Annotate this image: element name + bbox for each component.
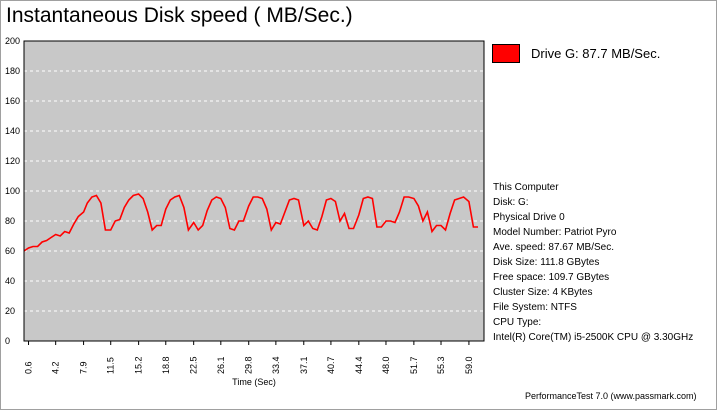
y-tick-label: 80 <box>5 216 15 226</box>
y-tick-label: 180 <box>5 66 20 76</box>
info-line: Ave. speed: 87.67 MB/Sec. <box>493 242 615 253</box>
y-tick-label: 120 <box>5 156 20 166</box>
info-line: File System: NTFS <box>493 302 577 313</box>
x-tick-label: 15.2 <box>134 356 144 374</box>
plot-border <box>23 40 485 342</box>
x-tick-label: 55.3 <box>436 356 446 374</box>
info-line: Disk Size: 111.8 GBytes <box>493 257 600 268</box>
y-tick-label: 20 <box>5 306 15 316</box>
x-tick-label: 18.8 <box>161 356 171 374</box>
info-line: Model Number: Patriot Pyro <box>493 227 617 238</box>
y-tick-label: 40 <box>5 276 15 286</box>
info-line: Cluster Size: 4 KBytes <box>493 287 593 298</box>
y-tick-label: 100 <box>5 186 20 196</box>
x-tick-label: 59.0 <box>464 356 474 374</box>
x-axis-ticks: 0.6 4.2 7.9 11.5 15.2 18.8 22.5 26.1 29.8 33.4 37.… <box>24 341 474 374</box>
y-tick-label: 0 <box>5 336 10 346</box>
chart-title: Instantaneous Disk speed ( MB/Sec.) <box>6 4 353 27</box>
info-line: Physical Drive 0 <box>493 212 565 223</box>
y-tick-label: 140 <box>5 126 20 136</box>
info-line: Intel(R) Core(TM) i5-2500K CPU @ 3.30GHz <box>493 332 694 343</box>
x-tick-label: 44.4 <box>354 356 364 374</box>
x-tick-label: 7.9 <box>79 361 89 374</box>
x-tick-label: 11.5 <box>106 357 116 374</box>
x-tick-label: 0.6 <box>24 361 34 374</box>
info-line: Disk: G: <box>493 197 529 208</box>
footer-credit: PerformanceTest 7.0 (www.passmark.com) <box>525 391 697 401</box>
info-line: Free space: 109.7 GBytes <box>493 272 610 283</box>
x-tick-label: 48.0 <box>381 356 391 374</box>
info-line: This Computer <box>493 182 559 193</box>
legend-swatch <box>492 44 520 63</box>
y-tick-label: 160 <box>5 96 20 106</box>
x-tick-label: 51.7 <box>409 356 419 374</box>
x-tick-label: 33.4 <box>271 356 281 374</box>
x-tick-label: 29.8 <box>244 356 254 374</box>
gridlines <box>24 70 484 312</box>
x-tick-label: 40.7 <box>326 356 336 374</box>
x-axis-title: Time (Sec) <box>232 377 276 387</box>
y-tick-label: 200 <box>5 36 20 46</box>
x-tick-label: 26.1 <box>216 356 226 374</box>
y-tick-label: 60 <box>5 246 15 256</box>
x-tick-label: 22.5 <box>189 356 199 374</box>
disk-info-panel: This Computer Disk: G: Physical Drive 0 Mod… <box>493 180 693 345</box>
x-tick-label: 37.1 <box>299 356 309 374</box>
legend-label: Drive G: 87.7 MB/Sec. <box>531 46 661 61</box>
series-line-drive-g <box>23 193 478 252</box>
info-line: CPU Type: <box>493 317 542 328</box>
y-axis-ticks: 0 20 40 60 80 100 120 140 160 180 200 <box>5 36 20 346</box>
x-tick-label: 4.2 <box>51 361 61 374</box>
